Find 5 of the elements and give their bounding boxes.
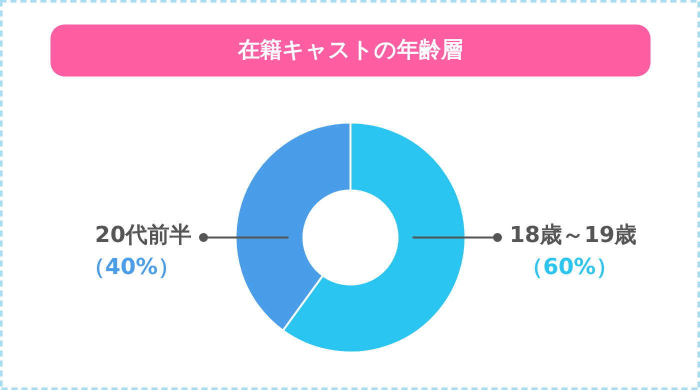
slice-label: 18歳～19歳 (510, 223, 637, 248)
chart-title: 在籍キャストの年齢層 (237, 38, 463, 63)
data-label: （40%） (83, 255, 180, 280)
data-label: （60%） (521, 255, 618, 280)
slice-label: 20代前半 (94, 223, 192, 248)
